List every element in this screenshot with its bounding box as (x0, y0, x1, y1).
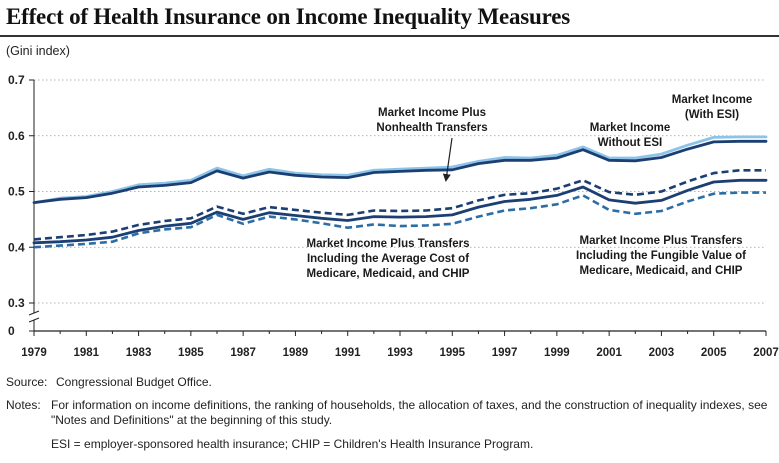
x-tick-label-2007: 2007 (753, 347, 779, 359)
series-line-market-income-plus-nonhealth-transfers (32, 139, 768, 205)
series-line-market-income-without-esi (33, 169, 766, 241)
series-annotations: Market Income (With ESI) Market Income With… (307, 94, 753, 280)
x-tick-label-1997: 1997 (492, 347, 518, 359)
x-tick-label-1995: 1995 (439, 347, 465, 359)
x-tick-label-1993: 1993 (387, 347, 413, 359)
chart-title: Effect of Health Insurance on Income Ine… (6, 4, 570, 29)
notes-label: Notes: (6, 398, 41, 412)
source-text: Congressional Budget Office. (56, 375, 212, 389)
x-tick-label-2003: 2003 (649, 347, 675, 359)
gini-line-chart: 0 0.3 0.4 0.5 0.6 0.7 1979 1981 1983 1985 1987 198… (6, 44, 779, 359)
annotation-average-cost-line-1: Market Income Plus Transfers (307, 238, 470, 250)
y-tick-label-0-7: 0.7 (8, 73, 25, 87)
y-tick-labels: 0 0.3 0.4 0.5 0.6 0.7 (8, 73, 34, 338)
annotation-without-esi-line-2: Without ESI (598, 137, 662, 149)
axis-break-mark-lower (28, 317, 40, 323)
y-tick-label-0: 0 (8, 324, 15, 338)
annotation-with-esi-line-2: (With ESI) (685, 109, 739, 121)
esi-definition: ESI = employer-sponsored health insuranc… (51, 437, 534, 451)
series-lines (32, 135, 768, 249)
axis-break-mark-upper (28, 310, 40, 316)
x-tick-label-1991: 1991 (335, 347, 361, 359)
x-tick-label-1985: 1985 (178, 347, 204, 359)
x-tick-label-1979: 1979 (21, 347, 47, 359)
x-tick-label-1999: 1999 (544, 347, 570, 359)
axes (28, 80, 767, 336)
series-line-market-income-plus-transfers-including-the-fungible-value-of-medicare-medicaid-and-chip (32, 178, 768, 245)
annotation-fungible-line-1: Market Income Plus Transfers (580, 235, 743, 247)
annotation-with-esi-line-1: Market Income (672, 94, 753, 106)
x-tick-labels: 1979 1981 1983 1985 1987 1989 1991 1993 1995 1997… (21, 347, 779, 359)
series-line-market-income-plus-transfers-including-the-average-cost-of-medicare-medicaid-and-chip (33, 191, 766, 249)
annotation-average-cost-line-3: Medicare, Medicaid, and CHIP (307, 268, 470, 280)
annotation-average-cost-line-2: Including the Average Cost of (307, 253, 469, 265)
annotation-without-esi-line-1: Market Income (590, 122, 671, 134)
leader-arrow-nonhealth (442, 137, 453, 182)
x-tick-label-1989: 1989 (283, 347, 309, 359)
title-rule (0, 35, 779, 37)
source-note: Source: Congressional Budget Office. (6, 375, 212, 390)
x-tick-label-1983: 1983 (126, 347, 152, 359)
y-tick-label-0-5: 0.5 (8, 185, 25, 199)
x-tick-label-1981: 1981 (73, 347, 99, 359)
annotation-fungible-line-2: Including the Fungible Value of (576, 250, 746, 262)
notes-text: For information on income definitions, t… (51, 398, 768, 427)
annotation-nonhealth-line-1: Market Income Plus (378, 107, 486, 119)
series-line-market-income-with-esi (32, 135, 768, 205)
y-axis-label: (Gini index) (6, 44, 70, 58)
annotation-fungible-line-3: Medicare, Medicaid, and CHIP (580, 265, 743, 277)
source-label: Source: (6, 375, 48, 389)
x-tick-label-2001: 2001 (596, 347, 622, 359)
y-tick-label-0-4: 0.4 (8, 240, 25, 254)
x-tick-label-2005: 2005 (701, 347, 727, 359)
y-tick-label-0-3: 0.3 (8, 296, 25, 310)
annotation-nonhealth-line-2: Nonhealth Transfers (376, 122, 487, 134)
x-tick-label-1987: 1987 (230, 347, 256, 359)
y-tick-label-0-6: 0.6 (8, 129, 25, 143)
